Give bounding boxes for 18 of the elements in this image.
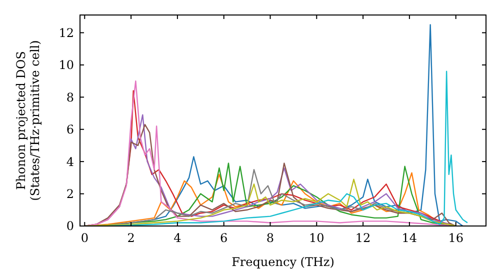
y-axis-title: Phonon projected DOS (States/THz·primitive cell) — [14, 40, 42, 201]
x-tick-label: 14 — [402, 231, 418, 245]
x-tick-label: 8 — [266, 231, 274, 245]
x-tick-label: 2 — [127, 231, 135, 245]
y-tick-label: 10 — [58, 58, 74, 72]
y-tick-label: 4 — [66, 154, 74, 169]
y-tick-label: 12 — [58, 26, 74, 40]
y-tick-label: 6 — [66, 122, 74, 137]
x-tick-label: 0 — [80, 231, 88, 245]
x-tick-label: 4 — [174, 231, 182, 245]
x-tick-label: 6 — [220, 231, 228, 245]
x-tick-label: 12 — [355, 231, 371, 245]
y-tick-label: 2 — [66, 186, 74, 201]
x-tick-label: 16 — [448, 231, 464, 245]
x-axis-title: Frequency (THz) — [232, 255, 334, 269]
y-tick-label: 0 — [66, 219, 74, 234]
y-tick-label: 8 — [66, 90, 74, 104]
x-tick-label: 10 — [309, 231, 324, 245]
